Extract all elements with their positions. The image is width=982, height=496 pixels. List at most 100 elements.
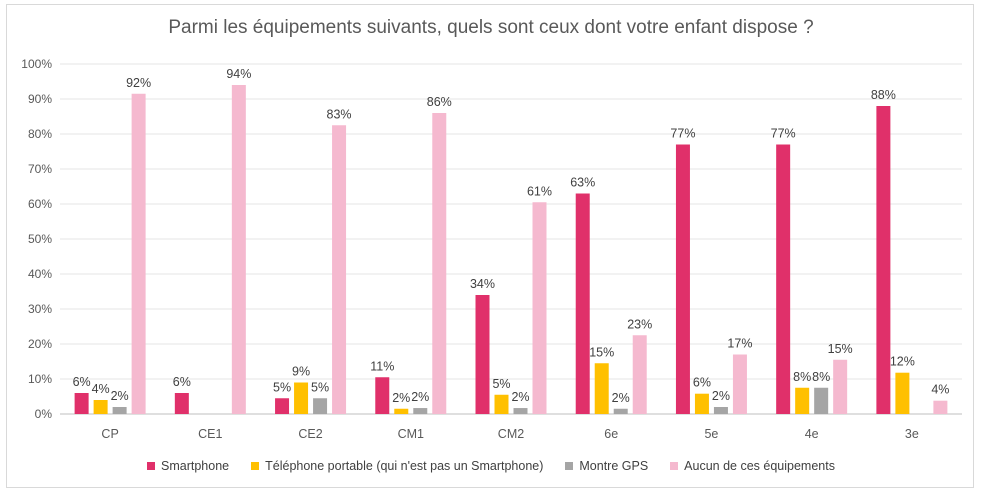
bar-smartphone-cp [74,393,89,414]
bar-téléphone-cp [93,400,108,414]
data-label: 2% [111,389,129,403]
x-tick-label: 6e [604,427,618,441]
data-label: 4% [931,383,949,397]
bar-smartphone-4e [776,144,791,414]
legend-swatch [251,462,260,470]
x-tick-label: CE2 [298,427,322,441]
chart-frame [6,4,974,488]
y-tick-label: 20% [28,337,52,351]
legend-item: Smartphone [147,459,229,473]
data-label: 34% [470,277,495,291]
data-label: 6% [693,376,711,390]
bar-téléphone-4e [795,387,810,414]
bar-téléphone-3e [895,372,910,414]
bar-montre-cp [112,407,127,414]
y-tick-label: 50% [28,232,52,246]
data-label: 2% [511,390,529,404]
data-label: 92% [126,76,151,90]
bar-aucun-3e [933,400,948,414]
bar-smartphone-6e [575,193,590,414]
data-label: 17% [727,337,752,351]
bar-téléphone-ce2 [294,382,309,414]
data-label: 88% [871,88,896,102]
data-label: 61% [527,184,552,198]
data-label: 6% [73,375,91,389]
bar-smartphone-3e [876,106,891,414]
data-label: 2% [612,391,630,405]
data-label: 4% [92,382,110,396]
legend-swatch [147,462,156,470]
bar-aucun-4e [833,359,848,414]
data-label: 9% [292,365,310,379]
y-tick-label: 40% [28,267,52,281]
x-tick-label: 5e [704,427,718,441]
bar-montre-cm1 [413,408,428,414]
data-label: 77% [771,127,796,141]
x-tick-label: CM1 [398,427,424,441]
y-tick-label: 90% [28,92,52,106]
bar-aucun-cp [131,93,146,414]
bar-montre-4e [814,387,829,414]
bar-aucun-5e [732,354,747,414]
legend-label: Smartphone [161,459,230,473]
data-label: 63% [570,176,595,190]
bar-aucun-ce1 [231,85,246,414]
bar-montre-cm2 [513,408,528,414]
bar-aucun-cm2 [532,202,547,414]
y-tick-label: 80% [28,127,52,141]
x-tick-label: CM2 [498,427,524,441]
bar-smartphone-cm1 [375,377,390,414]
bar-téléphone-5e [694,393,709,414]
bar-smartphone-ce2 [275,398,290,414]
bar-aucun-ce2 [332,125,347,414]
data-label: 2% [712,389,730,403]
y-tick-label: 0% [35,407,53,421]
legend-label: Téléphone portable (qui n'est pas un Sma… [265,459,544,473]
bar-aucun-6e [632,335,647,414]
bar-montre-5e [713,407,728,414]
chart-legend: Smartphone Téléphone portable (qui n'est … [0,456,982,476]
bar-téléphone-6e [594,363,609,414]
bar-smartphone-cm2 [475,295,490,414]
bar-téléphone-cm2 [494,394,509,414]
data-label: 77% [670,127,695,141]
data-label: 2% [392,391,410,405]
legend-label: Montre GPS [579,459,649,473]
legend-item: Montre GPS [565,459,648,473]
data-label: 8% [812,370,830,384]
legend-swatch [565,462,574,470]
y-tick-label: 100% [21,57,52,71]
data-label: 5% [273,380,291,394]
data-label: 6% [173,375,191,389]
x-tick-label: 3e [905,427,919,441]
legend-item: Téléphone portable (qui n'est pas un Sma… [251,459,543,473]
data-label: 86% [427,95,452,109]
bar-aucun-cm1 [432,113,447,414]
data-label: 5% [311,380,329,394]
bar-smartphone-5e [675,144,690,414]
data-label: 94% [226,67,251,81]
legend-item: Aucun de ces équipements [670,459,835,473]
data-label: 12% [890,355,915,369]
x-tick-label: CE1 [198,427,222,441]
data-label: 5% [492,377,510,391]
data-label: 83% [327,107,352,121]
chart-title: Parmi les équipements suivants, quels so… [168,17,814,38]
data-label: 11% [370,359,394,373]
bar-montre-ce2 [313,398,328,414]
data-label: 23% [627,317,652,331]
data-label: 15% [589,345,614,359]
x-tick-label: 4e [805,427,819,441]
y-tick-label: 10% [28,372,52,386]
y-tick-label: 70% [28,162,52,176]
y-tick-label: 30% [28,302,52,316]
bar-téléphone-cm1 [394,408,409,414]
legend-swatch [670,462,679,470]
bar-montre-6e [613,408,628,414]
data-label: 15% [828,342,853,356]
bar-smartphone-ce1 [174,393,189,414]
x-tick-label: CP [101,427,118,441]
data-label: 8% [793,370,811,384]
y-tick-label: 60% [28,197,52,211]
